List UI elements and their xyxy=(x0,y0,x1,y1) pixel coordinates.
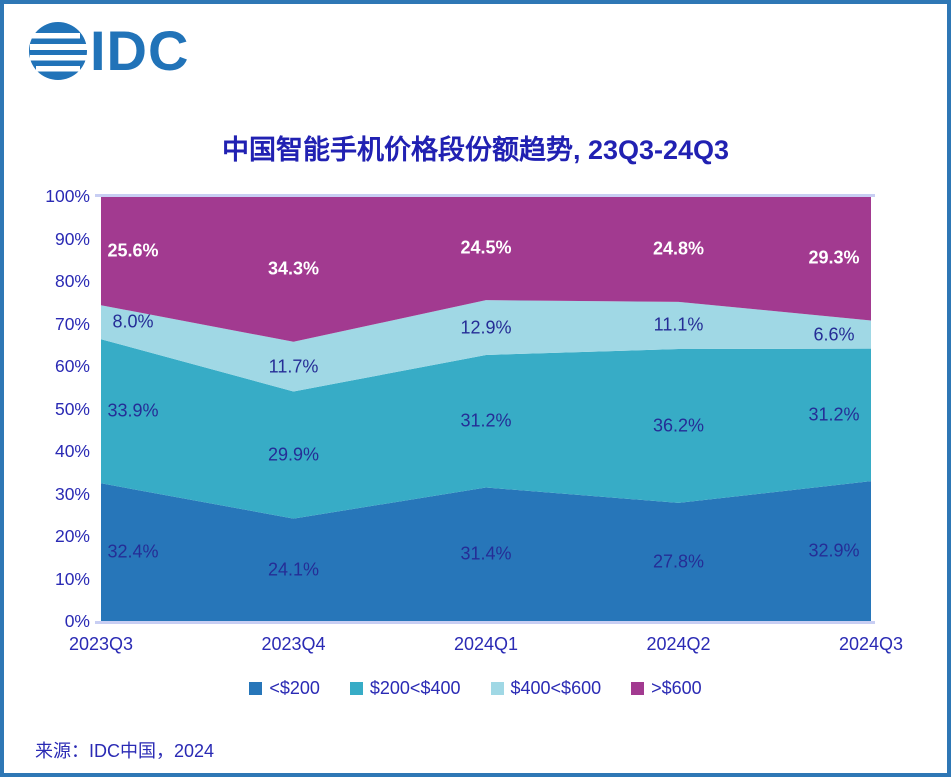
x-axis: 2023Q3 2023Q4 2024Q1 2024Q2 2024Q3 xyxy=(4,634,947,658)
idc-logo: IDC xyxy=(28,20,189,82)
data-label-200-2024q2: 27.8% xyxy=(652,551,705,572)
legend: <$200 $200<$400 $400<$600 >$600 xyxy=(4,678,947,699)
legend-label-600: >$600 xyxy=(651,678,702,698)
y-axis-tick-20: 20% xyxy=(54,526,90,546)
data-label-200-400-2023q4: 29.9% xyxy=(267,444,320,465)
data-label-400-600-2024q2: 11.1% xyxy=(653,314,704,335)
x-axis-tick-2023q3: 2023Q3 xyxy=(68,634,134,654)
data-label-200-400-2024q1: 31.2% xyxy=(460,410,512,431)
legend-swatch-200 xyxy=(249,682,263,695)
data-label-600-2023q4: 34.3% xyxy=(267,258,320,279)
x-axis-tick-2024q1: 2024Q1 xyxy=(453,634,519,654)
data-label-200-2023q4: 24.1% xyxy=(267,559,320,580)
y-axis-tick-60: 60% xyxy=(54,356,90,376)
legend-swatch-200-400 xyxy=(349,682,363,695)
legend-item-200-400: $200<$400 xyxy=(349,678,461,699)
y-axis-tick-40: 40% xyxy=(54,441,90,461)
y-axis-tick-30: 30% xyxy=(54,483,90,504)
stacked-area-chart xyxy=(101,196,871,621)
plot-area: 32.4% 24.1% 31.4% 27.8% 32.9% 33.9% 29.9% 31.2%… xyxy=(101,196,871,621)
data-label-200-400-2024q2: 36.2% xyxy=(652,415,705,436)
y-axis-tick-80: 80% xyxy=(54,271,90,291)
legend-item-200: <$200 xyxy=(249,678,320,699)
legend-label-200: <$200 xyxy=(269,678,320,698)
data-label-600-2024q3: 29.3% xyxy=(808,247,860,268)
idc-logo-text: IDC xyxy=(90,19,190,82)
y-axis-tick-90: 90% xyxy=(54,228,90,249)
data-label-200-2023q3: 32.4% xyxy=(107,541,159,562)
legend-item-600: >$600 xyxy=(631,678,702,699)
data-label-600-2024q2: 24.8% xyxy=(652,238,705,259)
data-label-400-600-2024q3: 6.6% xyxy=(813,324,855,345)
data-label-600-2024q1: 24.5% xyxy=(460,237,512,258)
y-axis-tick-100: 100% xyxy=(45,186,90,206)
x-axis-tick-2024q2: 2024Q2 xyxy=(646,634,711,654)
idc-globe-icon xyxy=(29,22,90,80)
source-note: 来源：IDC中国，2024 xyxy=(35,741,215,761)
y-axis-tick-50: 50% xyxy=(54,398,90,419)
legend-item-400-600: $400<$600 xyxy=(490,678,602,699)
x-axis-tick-2024q3: 2024Q3 xyxy=(838,634,904,654)
y-axis-tick-70: 70% xyxy=(54,313,90,334)
chart-title: 中国智能手机价格段份额趋势, 23Q3-24Q3 xyxy=(221,135,730,165)
area-series-600 xyxy=(101,196,871,342)
area-series-200-400 xyxy=(101,339,871,519)
data-label-200-2024q1: 31.4% xyxy=(460,543,512,564)
legend-label-200-400: $200<$400 xyxy=(369,678,461,698)
data-label-400-600-2024q1: 12.9% xyxy=(460,317,512,338)
legend-swatch-400-600 xyxy=(490,682,504,695)
y-axis-tick-10: 10% xyxy=(54,568,90,589)
area-series-400-600 xyxy=(101,300,871,392)
gridline-100pct xyxy=(95,194,875,197)
legend-swatch-600 xyxy=(631,682,645,695)
legend-label-400-600: $400<$600 xyxy=(510,678,602,698)
data-label-200-400-2023q3: 33.9% xyxy=(107,400,159,421)
area-series-200 xyxy=(101,481,871,621)
y-axis-tick-0: 0% xyxy=(64,611,90,631)
data-label-400-600-2023q3: 8.0% xyxy=(112,311,154,332)
x-axis-tick-2023q4: 2023Q4 xyxy=(261,634,326,654)
data-label-200-400-2024q3: 31.2% xyxy=(808,404,860,425)
data-label-200-2024q3: 32.9% xyxy=(808,540,860,561)
data-label-400-600-2023q4: 11.7% xyxy=(268,356,319,377)
x-axis-line xyxy=(95,621,875,624)
data-label-600-2023q3: 25.6% xyxy=(107,240,159,261)
